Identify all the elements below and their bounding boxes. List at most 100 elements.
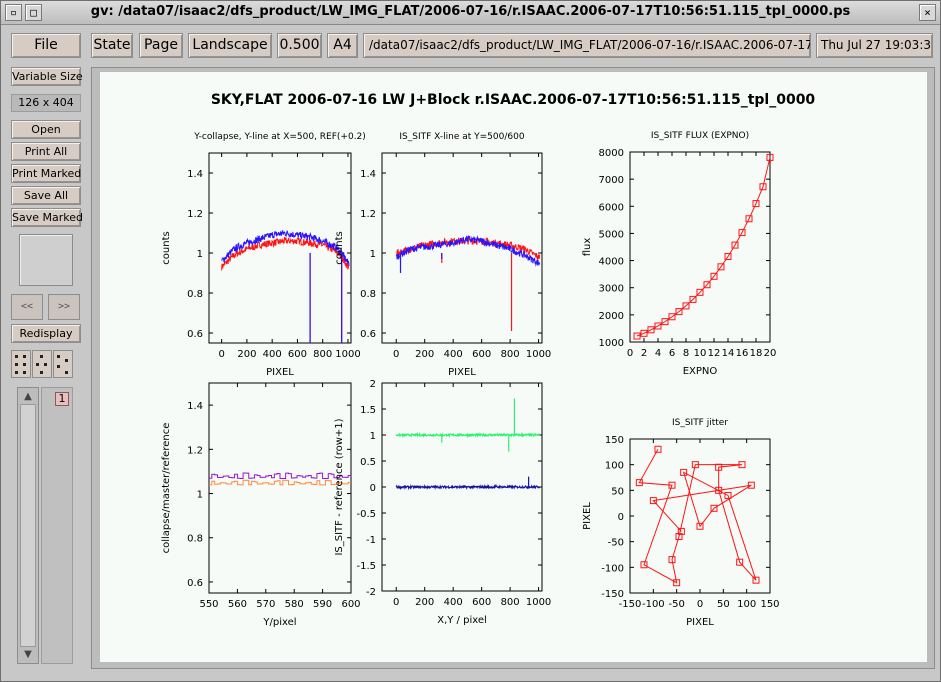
figure: SKY,FLAT 2006-07-16 LW J+Block r.ISAAC.2… [161,92,815,628]
page-preview-panner[interactable] [19,234,73,286]
xline-chart-ylabel: counts [334,231,345,264]
next-page-button[interactable]: >> [48,294,80,320]
file-menu-button[interactable]: File [11,33,81,58]
flux-chart-point [682,302,690,310]
ycollapse-chart-ylabel: counts [161,231,172,264]
jitter-chart-title: IS_SITF jitter [672,418,728,428]
jitter-chart-point [640,561,648,569]
save-all-button[interactable]: Save All [11,186,81,205]
close-button[interactable]: × [919,4,936,21]
print-all-button[interactable]: Print All [11,142,81,161]
scroll-thumb[interactable] [20,404,36,647]
mark-odd-button[interactable] [11,350,31,378]
ratio-chart-ytick-label: 0.8 [187,534,203,545]
flux-chart-title: IS_SITF FLUX (EXPNO) [651,131,749,141]
flux-chart-point [752,200,760,208]
xline-chart-xtick-label: 200 [415,349,434,360]
jitter-chart-xtick-label: 0 [697,599,703,610]
flux-chart-point [647,326,655,334]
jitter-chart-xtick-label: -150 [619,599,642,610]
redisplay-button[interactable]: Redisplay [11,324,81,343]
jitter-chart-xtick-label: 100 [737,599,756,610]
ratio-chart-xlabel: Y/pixel [262,617,296,628]
page-list-scrollbar[interactable]: ▲ ▼ [17,387,39,664]
orientation-button[interactable]: Landscape [188,33,272,58]
reference-chart-ytick-label: 0.5 [360,457,376,468]
flux-chart-ytick-label: 8000 [599,148,624,159]
jitter-chart-ytick-label: 100 [605,461,624,472]
print-marked-button[interactable]: Print Marked [11,164,81,183]
flux-chart-point [668,313,676,321]
ratio-chart-series-orange [209,479,351,486]
jitter-chart-point [680,468,688,476]
page-list[interactable]: 1 [41,387,73,664]
jitter-chart-point [752,576,760,584]
jitter-chart-point [724,491,732,499]
jitter-chart-point [710,504,718,512]
mark-even-button[interactable] [32,350,52,378]
flux-chart-xtick-label: 20 [764,348,777,359]
xline-chart-ytick-label: 0.6 [360,329,376,340]
flux-chart-xtick-label: 6 [669,348,675,359]
title-bar[interactable]: ▫ □ gv: /data07/isaac2/dfs_product/LW_IM… [1,1,940,25]
flux-chart-ytick-label: 6000 [599,202,624,213]
flux-chart-xtick-label: 14 [722,348,735,359]
flux-chart-point [724,253,732,260]
mark-current-button[interactable] [53,350,73,378]
document-viewport[interactable]: SKY,FLAT 2006-07-16 LW J+Block r.ISAAC.2… [91,67,935,669]
jitter-chart-point [715,463,723,471]
ratio-chart-ytick-label: 1.4 [187,401,203,412]
flux-chart-series-red [636,157,771,337]
flux-chart-point [654,322,662,330]
reference-chart-xtick-label: 800 [501,597,520,608]
jitter-chart-ytick-label: 0 [618,512,624,523]
ratio-chart-xtick-label: 570 [256,599,275,610]
prev-page-button[interactable]: << [11,294,43,320]
scroll-up-icon[interactable]: ▲ [24,391,32,402]
reference-chart-ytick-label: -1 [366,535,376,546]
pin-button[interactable]: □ [25,4,42,21]
state-menu-button[interactable]: State [91,33,133,58]
jitter-chart-xtick-label: 150 [760,599,779,610]
variable-size-button[interactable]: Variable Size [11,67,83,86]
flux-chart-point [717,263,725,271]
scroll-down-icon[interactable]: ▼ [24,649,32,660]
window-menu-button[interactable]: ▫ [5,4,22,21]
jitter-chart-ytick-label: -50 [608,538,624,549]
page-list-item[interactable]: 1 [55,392,69,406]
ycollapse-chart-frame [208,152,352,344]
jitter-chart-point [691,461,699,469]
paper-size-button[interactable]: A4 [327,33,358,58]
flux-chart-point [745,215,753,223]
scale-button[interactable]: 0.500 [277,33,322,58]
xline-chart-ytick-label: 0.8 [360,289,376,300]
flux-chart-xtick-label: 10 [694,348,707,359]
file-path-display[interactable]: /data07/isaac2/dfs_product/LW_IMG_FLAT/2… [363,33,811,58]
page-menu-button[interactable]: Page [139,33,183,58]
xline-chart-xtick-label: 600 [472,349,491,360]
flux-chart-ytick-label: 3000 [599,284,624,295]
reference-chart-ytick-label: -0.5 [356,509,376,520]
ycollapse-chart-xtick-label: 400 [263,349,282,360]
ycollapse-chart-ytick-label: 1 [197,249,203,260]
xline-chart-series-red [396,237,541,261]
jitter-chart-xlabel: PIXEL [686,617,714,628]
ycollapse-chart-ytick-label: 0.8 [187,289,203,300]
file-date-display: Thu Jul 27 19:03:31 [816,33,933,58]
save-marked-button[interactable]: Save Marked [11,208,83,227]
xline-chart-xtick-label: 0 [393,349,399,360]
open-button[interactable]: Open [11,120,81,139]
jitter-chart-point [677,527,685,535]
ycollapse-chart-xtick-label: 200 [237,349,256,360]
jitter-chart-ytick-label: -100 [601,563,624,574]
flux-chart-xtick-label: 18 [750,348,763,359]
ycollapse-chart-title: Y-collapse, Y-line at X=500, REF(+0.2) [193,132,366,142]
page-dimensions: 126 x 404 [11,94,81,112]
xline-chart-xtick-label: 400 [444,349,463,360]
jitter-chart-point [715,486,723,494]
flux-chart-point [738,229,746,237]
xline-chart-ytick-label: 1 [370,249,376,260]
jitter-chart-point [654,445,662,453]
jitter-chart-ytick-label: 150 [605,435,624,446]
reference-chart-ytick-label: 2 [370,379,376,390]
